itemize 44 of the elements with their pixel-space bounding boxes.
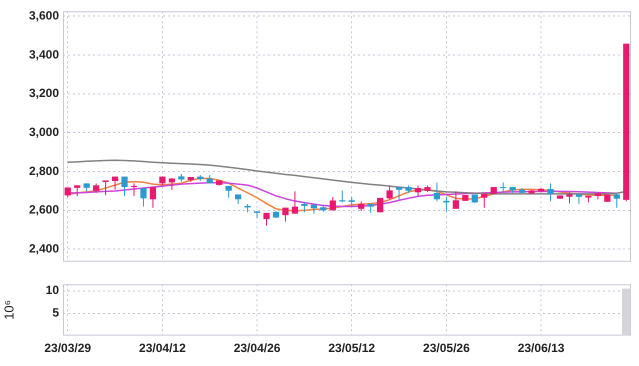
x-tick-label: 23/05/12 [328,341,376,356]
y-tick-label: 3,400 [28,47,60,62]
x-tick-label: 23/03/29 [44,341,92,356]
y-tick-label: 2,400 [28,241,60,256]
candlestick [443,196,450,212]
candlestick [310,203,317,214]
y-tick-label: 2,800 [28,164,60,178]
candlestick [292,190,298,214]
candlestick [121,176,128,196]
candlestick [301,202,308,213]
x-tick-label: 23/06/13 [518,341,565,356]
candlestick [282,207,289,222]
y-tick-label: 5 [52,306,60,320]
candlestick [481,192,488,208]
x-tick-label: 23/04/26 [234,341,281,356]
candlestick [500,182,506,194]
candlestick [547,182,554,202]
candlestick [396,186,402,200]
candlestick [348,196,355,207]
y-axis-title: 10⁶ [1,300,16,320]
candlestick [377,197,384,213]
candlestick [386,185,393,200]
y-tick-label: 10 [46,283,60,298]
candlestick [330,196,336,211]
y-tick-label: 3,000 [28,125,60,140]
candlestick [150,186,156,208]
candlestick [102,180,109,196]
candlestick [339,190,346,203]
y-tick-label: 3,600 [28,8,60,23]
y-tick-label: 2,600 [28,202,60,217]
candlestick [434,182,440,202]
x-tick-label: 23/05/26 [423,341,470,356]
y-tick-label: 3,200 [28,86,60,100]
candlestick [358,200,364,212]
candlestick [263,212,270,226]
x-tick-label: 23/04/12 [139,341,186,356]
candlestick [614,192,620,208]
candlestick [168,177,175,190]
candlestick [112,176,118,190]
candlestick [140,188,147,207]
candlestick [93,182,100,194]
candlestick [566,192,573,204]
candlestick [452,190,459,210]
candlestick [414,185,422,196]
